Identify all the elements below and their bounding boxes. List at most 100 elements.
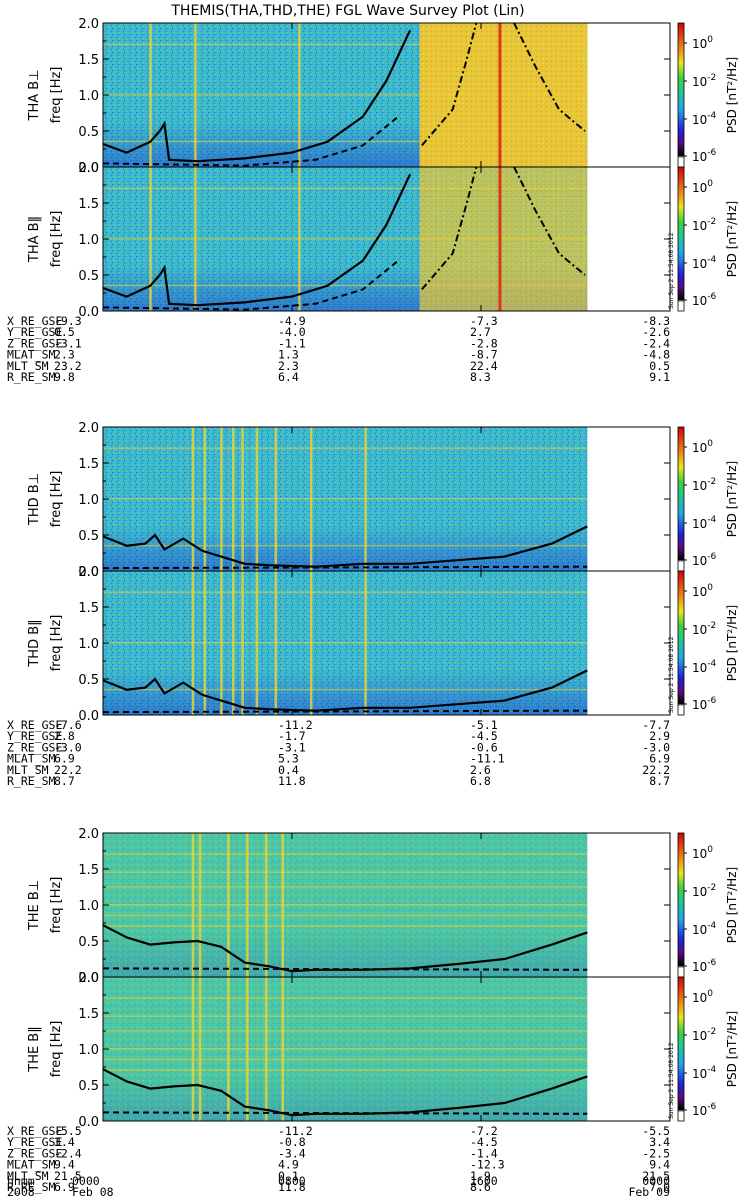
ephemeris-value: 3.4 (649, 1135, 670, 1149)
burst-stripe (227, 977, 230, 1121)
harmonic-line (103, 1030, 588, 1032)
ephemeris-value: 5.3 (278, 752, 299, 766)
y-tick-label: 1.5 (78, 53, 99, 68)
gyrofrequency-curve (102, 669, 588, 712)
ephemeris-value: 22.2 (54, 763, 82, 777)
ephemeris-value: 2.3 (278, 359, 299, 373)
ephemeris-value: 6.9 (649, 752, 670, 766)
colorbar-tick-label: 10-6 (692, 148, 717, 164)
y-axis-label: freq [Hz] (49, 471, 64, 528)
ephemeris-value: -5.5 (642, 1124, 670, 1138)
ephemeris-row-label: R_RE_SM (7, 370, 56, 384)
burst-stripe (191, 977, 195, 1121)
burst-stripe (274, 571, 277, 715)
burst-spike (498, 23, 502, 167)
colorbar-tick-label: 100 (692, 179, 713, 195)
ephemeris-value: 1.3 (278, 348, 299, 362)
ephemeris-value: 8.6 (470, 1180, 491, 1194)
panel-component-label: THD B⊥ (27, 473, 42, 526)
ephemeris-value: -5.1 (470, 718, 498, 732)
ephemeris-row-label: R_RE_SM (7, 774, 56, 788)
burst-stripe (203, 427, 207, 571)
ephemeris-value: 9.4 (649, 1158, 670, 1172)
y-tick-label: 1.0 (78, 493, 99, 508)
y-tick-label: 0.0 (78, 1115, 99, 1130)
burst-stripe (265, 977, 268, 1121)
burst-stripe (241, 571, 244, 715)
burst-stripe (241, 427, 244, 571)
ephemeris-value: 22.4 (470, 359, 498, 373)
colorbar-tick-label: 10-4 (692, 111, 717, 127)
colorbar-tick-label: 100 (692, 845, 713, 861)
burst-stripe (198, 977, 202, 1121)
harmonic-line (103, 447, 588, 450)
ephemeris-value: -3.0 (642, 740, 670, 754)
ephemeris-value: 8.7 (54, 774, 75, 788)
ephemeris-value: 9.8 (54, 370, 75, 384)
y-tick-label: 0.5 (78, 269, 99, 284)
ephemeris-row-label: R_RE_SM (7, 1180, 56, 1194)
y-axis-label: freq [Hz] (49, 1021, 64, 1078)
colorbar (677, 22, 685, 168)
ephemeris-value: -1.1 (278, 336, 306, 350)
ephemeris-value: -8.7 (470, 348, 498, 362)
burst-stripe (203, 571, 207, 715)
colorbar-label: PSD [nT²/Hz] (725, 867, 739, 943)
ephemeris-row-label: Y_RE_GSE (7, 325, 62, 339)
burst-stripe (149, 23, 152, 167)
colorbar (677, 832, 685, 978)
burst-stripe (220, 571, 223, 715)
ephemeris-value: 23.2 (54, 359, 82, 373)
colorbar-tick-label: 10-6 (692, 1102, 717, 1118)
ephemeris-value: -2.5 (642, 1146, 670, 1160)
colorbar-tick-label: 10-2 (692, 883, 716, 899)
ephemeris-value: 2.8 (54, 729, 75, 743)
colorbar-tick-label: 10-6 (692, 958, 717, 974)
ephemeris-value: -4.5 (470, 1135, 498, 1149)
colorbar-tick-label: 100 (692, 583, 713, 599)
colorbar-tick-label: 10-4 (692, 1065, 717, 1081)
ephemeris-value: 22.2 (642, 763, 670, 777)
harmonic-line (103, 284, 588, 287)
gyrofrequency-half-curve (102, 1111, 588, 1115)
ephemeris-row-label: Z_RE_GSE (7, 336, 62, 350)
ephemeris-value: -7.7 (642, 718, 670, 732)
panel-component-label: THA B‖ (27, 216, 42, 263)
burst-stripe (364, 427, 367, 571)
ephemeris-row-label: Z_RE_GSE (7, 1146, 62, 1160)
y-tick-label: 1.5 (78, 1007, 99, 1022)
gyrofrequency-half-curve (102, 115, 399, 167)
ephemeris-row-label: MLT_SM (7, 1169, 49, 1183)
ephemeris-value: -3.0 (54, 740, 82, 754)
ephemeris-value: -11.2 (278, 1124, 313, 1138)
ephemeris-value: 0.5 (649, 359, 670, 373)
colorbar-tick-label: 10-4 (692, 659, 717, 675)
burst-region (419, 23, 588, 167)
ephemeris-value: -2.6 (642, 325, 670, 339)
ephemeris-value: -4.8 (642, 348, 670, 362)
low-frequency-band (103, 670, 588, 715)
burst-region (419, 167, 588, 311)
burst-stripe (255, 571, 259, 715)
ephemeris-value: -4.0 (278, 325, 306, 339)
burst-stripe (246, 977, 249, 1121)
harmonic-line (103, 591, 588, 594)
ephemeris-value: 3.4 (54, 1135, 75, 1149)
colorbar (677, 976, 685, 1122)
ephemeris-row-label: MLAT_SM (7, 1158, 56, 1172)
colorbar-label: PSD [nT²/Hz] (725, 605, 739, 681)
ephemeris-value: -11.2 (278, 718, 313, 732)
ephemeris-row-label: MLT_SM (7, 763, 49, 777)
y-tick-label: 0.0 (78, 709, 99, 724)
ephemeris-value: 11.8 (278, 774, 306, 788)
harmonic-line (103, 1015, 588, 1018)
burst-stripe (231, 427, 235, 571)
ephemeris-value: 0.4 (278, 763, 299, 777)
ephemeris-value: -0.8 (278, 1135, 306, 1149)
colorbar-tick-label: 10-6 (692, 552, 717, 568)
y-tick-label: 2.0 (78, 827, 99, 842)
y-axis-label: freq [Hz] (49, 877, 64, 934)
